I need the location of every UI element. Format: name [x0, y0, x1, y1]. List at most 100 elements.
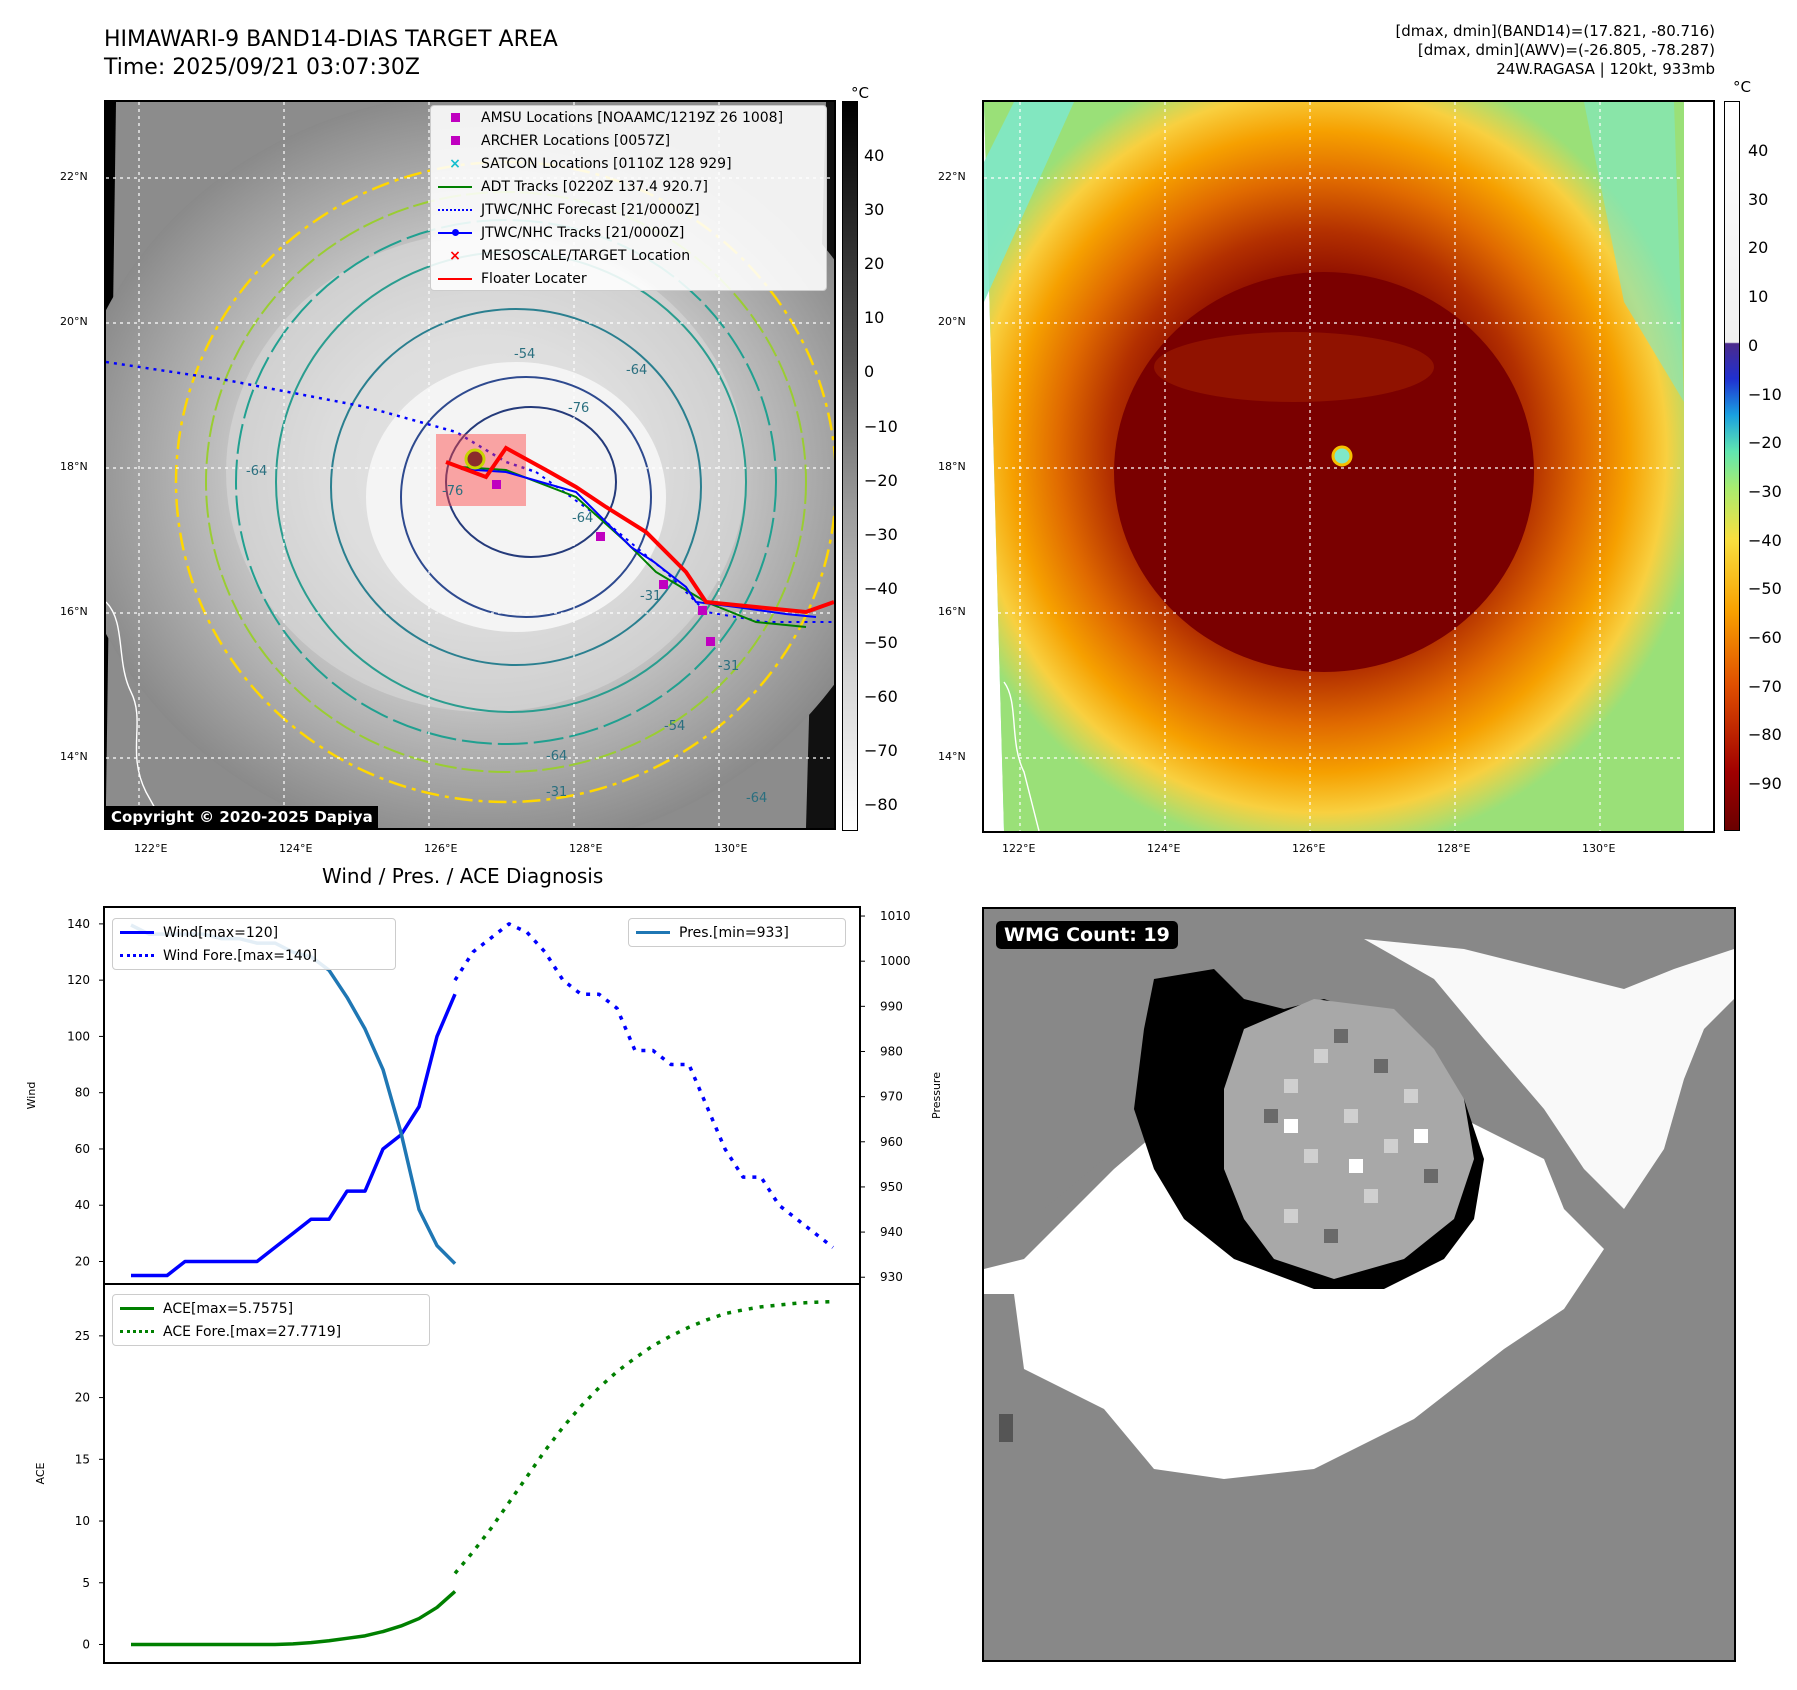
lat-tick: 16°N: [938, 605, 966, 618]
legend-item-adt: ADT Tracks [0220Z 137.4 920.7]: [431, 175, 826, 198]
legend-item-archer: ARCHER Locations [0057Z]: [431, 129, 826, 152]
dotted-line-icon: [119, 954, 155, 957]
colorbar-left-tick: −30: [864, 524, 898, 544]
colorbar-right-tick: −90: [1748, 774, 1782, 794]
square-marker-icon: [437, 136, 473, 145]
lon-tick: 122°E: [1002, 842, 1036, 855]
legend-item-target: × MESOSCALE/TARGET Location: [431, 244, 826, 267]
line-icon: [635, 931, 671, 934]
colorbar-right-tick: 30: [1748, 189, 1769, 209]
colorbar-left-tick: 0: [864, 362, 875, 382]
contour-label: -54: [664, 719, 685, 734]
dotted-line-icon: [119, 1330, 155, 1333]
colorbar-right-tick: −60: [1748, 628, 1782, 647]
pressure-y-tick: 970: [880, 1090, 903, 1104]
pressure-y-tick: 940: [880, 1225, 903, 1239]
colorbar-right: [1724, 101, 1740, 831]
wind-y-tick: 20: [75, 1254, 90, 1268]
wind-y-tick: 80: [75, 1086, 90, 1100]
ace-axis-label: ACE: [34, 1462, 47, 1484]
colorbar-left-tick: −80: [864, 795, 898, 815]
ace-y-tick: 5: [82, 1576, 90, 1590]
ace-y-tick: 10: [75, 1514, 90, 1528]
wmg-panel: WMG Count: 19: [982, 907, 1736, 1662]
wind-y-tick: 60: [75, 1142, 90, 1156]
wind-y-tick: 40: [75, 1198, 90, 1212]
lat-tick: 20°N: [60, 315, 88, 328]
map-legend: AMSU Locations [NOAAMC/1219Z 26 1008] AR…: [430, 105, 827, 291]
wind-y-tick: 140: [67, 917, 90, 931]
contour-label: -64: [246, 464, 267, 479]
colorbar-right-tick: −70: [1748, 676, 1782, 696]
contour-label: -31: [718, 659, 739, 674]
colorbar-left-unit: °C: [851, 84, 869, 102]
lat-tick: 18°N: [938, 460, 966, 473]
line-dot-icon: [437, 228, 473, 236]
wind-y-tick: 120: [67, 973, 90, 987]
colorbar-right-tick: −30: [1748, 481, 1782, 501]
colorbar-right-tick: −40: [1748, 530, 1782, 550]
pressure-legend: Pres.[min=933]: [628, 918, 846, 947]
ace-legend: ACE[max=5.7575] ACE Fore.[max=27.7719]: [112, 1294, 430, 1346]
contour-label: -64: [546, 749, 567, 764]
colorbar-right-tick: −10: [1748, 384, 1782, 404]
figure-time: Time: 2025/09/21 03:07:30Z: [104, 55, 420, 80]
colorbar-left: [842, 101, 858, 831]
lon-tick: 126°E: [424, 842, 458, 855]
pressure-y-tick: 930: [880, 1270, 903, 1284]
colorbar-left-tick: −20: [864, 470, 898, 490]
legend-item-satcon: × SATCON Locations [0110Z 128 929]: [431, 152, 826, 175]
colorbar-left-tick: −10: [864, 416, 898, 436]
lon-tick: 128°E: [569, 842, 603, 855]
contour-label: -76: [568, 401, 589, 416]
ace-y-tick: 20: [75, 1391, 90, 1405]
lat-tick: 22°N: [60, 170, 88, 183]
ace-y-tick: 0: [82, 1637, 90, 1651]
x-marker-icon: ×: [449, 155, 461, 172]
colorbar-left-tick: −60: [864, 687, 898, 706]
stats-block: [dmax, dmin](BAND14)=(17.821, -80.716) […: [1395, 22, 1715, 79]
figure-title: HIMAWARI-9 BAND14-DIAS TARGET AREA: [104, 27, 558, 52]
x-marker-icon: ×: [449, 247, 461, 264]
wind-forecast-line: [453, 922, 835, 1249]
colorbar-right-tick: 20: [1748, 238, 1769, 258]
lat-tick: 20°N: [938, 315, 966, 328]
wmg-pixel-map: [984, 909, 1734, 1660]
wind-y-tick: 100: [67, 1029, 90, 1043]
pressure-y-tick: 960: [880, 1135, 903, 1149]
legend-item-amsu: AMSU Locations [NOAAMC/1219Z 26 1008]: [431, 106, 826, 129]
line-icon: [437, 185, 473, 188]
lat-tick: 16°N: [60, 605, 88, 618]
pressure-y-tick: 1000: [880, 954, 911, 968]
wind-axis-label: Wind: [25, 1082, 38, 1110]
colorbar-left-tick: 30: [864, 200, 885, 220]
lon-tick: 124°E: [1147, 842, 1181, 855]
bd-enhanced-map-svg: [984, 102, 1713, 831]
colorbar-right-tick: 10: [1748, 287, 1769, 307]
colorbar-left-tick: 20: [864, 254, 885, 274]
square-marker-icon: [437, 113, 473, 122]
storm-summary: 24W.RAGASA | 120kt, 933mb: [1496, 60, 1715, 78]
contour-label: -31: [640, 589, 661, 604]
contour-label: -64: [572, 511, 593, 526]
colorbar-left-tick: −40: [864, 578, 898, 598]
diagnosis-title: Wind / Pres. / ACE Diagnosis: [322, 864, 604, 888]
line-icon: [119, 1307, 155, 1310]
colorbar-right-tick: −50: [1748, 579, 1782, 599]
colorbar-left-tick: −50: [864, 632, 898, 652]
colorbar-right-tick: −80: [1748, 725, 1782, 745]
legend-item-floater: Floater Locater: [431, 267, 826, 290]
pressure-y-tick: 1010: [880, 909, 911, 923]
pressure-y-tick: 980: [880, 1044, 903, 1058]
contour-label: -76: [442, 484, 463, 499]
lat-tick: 14°N: [938, 750, 966, 763]
lon-tick: 124°E: [279, 842, 313, 855]
lon-tick: 128°E: [1437, 842, 1471, 855]
legend-wind-forecast: Wind Fore.[max=140]: [113, 944, 395, 967]
stats-band14: [dmax, dmin](BAND14)=(17.821, -80.716): [1395, 22, 1715, 40]
stats-awv: [dmax, dmin](AWV)=(-26.805, -78.287): [1417, 41, 1715, 59]
legend-ace-forecast: ACE Fore.[max=27.7719]: [113, 1320, 429, 1343]
diagnosis-chart: 2040608010012014093094095096097098099010…: [25, 906, 943, 1664]
dotted-line-icon: [437, 208, 473, 211]
ace-plot-frame: [103, 1283, 861, 1664]
